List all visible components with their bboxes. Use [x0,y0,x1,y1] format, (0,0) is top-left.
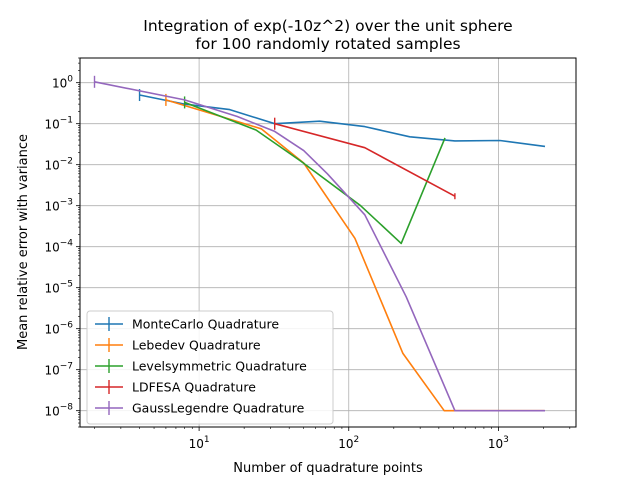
axis-ticks: 101 102 103 100 10−1 10−2 10−3 10−4 10−5 10−6 10−7… [44,57,571,451]
y-tick-label: 10−6 [44,321,73,337]
chart-title-line1: Integration of exp(-10z^2) over the unit… [143,17,512,35]
series-line-4 [274,122,456,197]
y-tick-label: 10−4 [44,239,73,255]
legend-label: Lebedev Quadrature [132,338,261,353]
y-tick-label: 10−7 [44,362,73,378]
legend: MonteCarlo Quadrature Lebedev Quadrature L… [86,310,334,425]
x-tick-label: 101 [189,435,210,451]
y-axis-label: Mean relative error with variance [16,134,31,350]
x-tick-label: 102 [338,435,359,451]
x-axis-label: Number of quadrature points [233,461,423,476]
series-line-5 [94,81,545,412]
y-tick-label: 100 [52,75,73,91]
legend-label: GaussLegendre Quadrature [132,401,305,416]
y-tick-label: 10−3 [44,198,73,214]
legend-box [86,310,334,425]
series-line-3 [184,101,446,245]
legend-label: LDFESA Quadrature [132,380,256,395]
y-tick-label: 10−5 [44,280,73,296]
y-tick-label: 10−8 [44,403,73,419]
plot-frame [79,57,577,428]
y-tick-label: 10−1 [44,116,73,132]
x-tick-label: 103 [488,435,509,451]
chart-title-line2: for 100 randomly rotated samples [195,35,460,53]
legend-label: Levelsymmetric Quadrature [132,359,307,374]
legend-label: MonteCarlo Quadrature [132,317,279,332]
series-layer [93,75,546,412]
y-tick-label: 10−2 [44,157,73,173]
